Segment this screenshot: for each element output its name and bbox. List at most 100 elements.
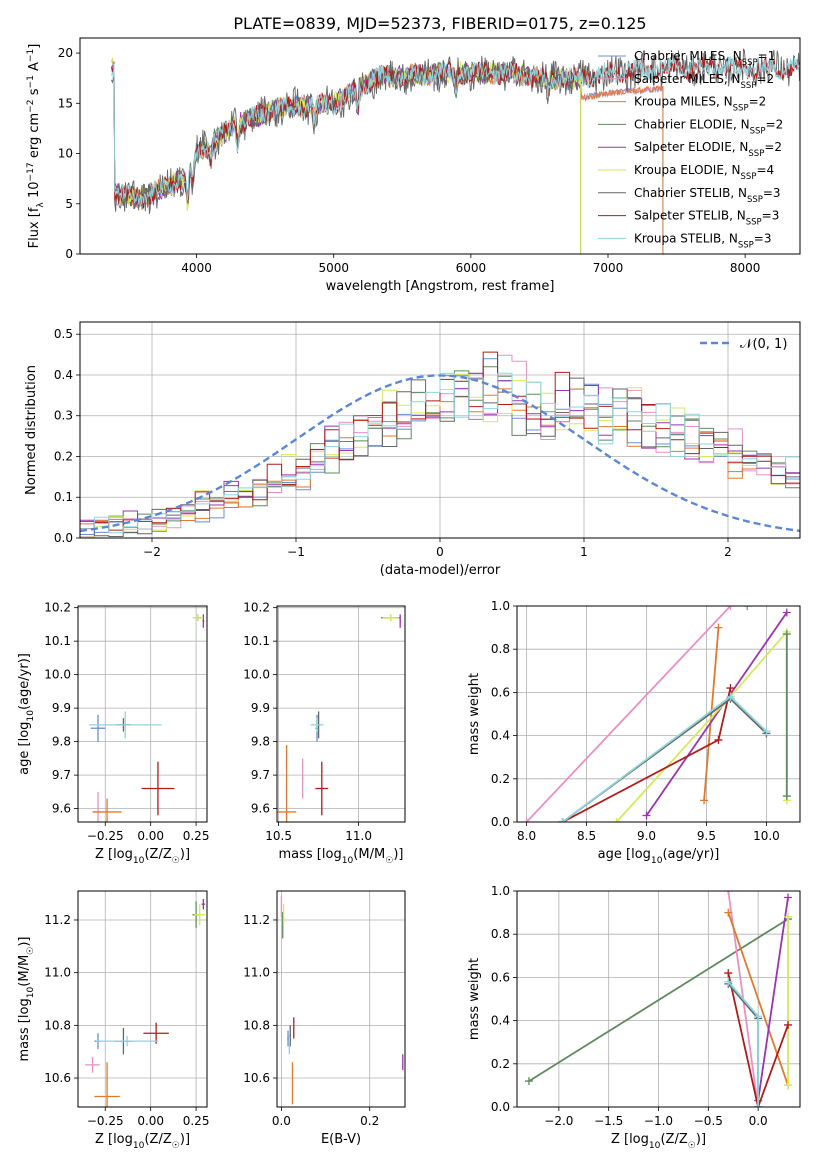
label-part: ]: [27, 44, 42, 49]
legend-text: Chabrier STELIB, N: [634, 186, 747, 200]
y-tick-label: 0.2: [491, 772, 510, 786]
weight-marker-kroupa_stelib: [724, 977, 733, 986]
y-tick-label: 0.5: [54, 327, 73, 341]
legend-sub: SSP: [741, 172, 757, 182]
label-part: age [: [598, 847, 631, 862]
errorbar-kroupa_stelib: [288, 1038, 291, 1055]
y-tick-label: 11.2: [243, 913, 270, 927]
legend-label-salpeter_miles: Salpeter MILES, NSSP=2: [634, 72, 774, 91]
weight-line-salpeter_stelib: [727, 972, 789, 1107]
legend-text: Kroupa ELODIE, N: [634, 163, 741, 177]
x-tick-label: 7000: [593, 261, 624, 275]
y-tick-label: 11.0: [44, 966, 71, 980]
weight-line-kroupa_stelib: [562, 695, 768, 822]
x-tick-label: 0.0: [272, 1114, 291, 1128]
y-tick-label: 9.6: [52, 802, 71, 816]
histogram-salpeter_elodie: [80, 372, 800, 523]
label-part: −17: [26, 162, 36, 181]
label-part: E(B-V): [321, 1132, 361, 1147]
label-part: (age/yr)]: [662, 847, 719, 862]
weight-line-salpeter_miles: [525, 606, 732, 822]
label-part: Z [: [611, 1132, 629, 1147]
normal-curve: [80, 374, 800, 533]
legend-sub: SSP: [741, 81, 757, 91]
y-tick-label: 10.6: [243, 1071, 270, 1085]
y-axis-label: mass [log10(M/M☉)]: [17, 937, 36, 1062]
axes-frame: [77, 890, 208, 1108]
legend-text: Chabrier ELODIE, N: [634, 117, 750, 131]
plot-area-weight_vs_Z: [524, 891, 793, 1107]
label-sub: 10: [26, 986, 36, 998]
y-tick-label: 10.0: [44, 668, 71, 682]
x-tick-label: −0.25: [87, 1114, 124, 1128]
label-part: log: [17, 998, 32, 1018]
legend-text: Salpeter ELODIE, N: [634, 140, 748, 154]
weight-marker-salpeter_elodie: [782, 608, 791, 617]
label-part: mass [: [17, 1018, 32, 1061]
errorbar-kroupa_miles: [94, 1062, 120, 1107]
errorbar-salpeter_stelib: [141, 761, 175, 816]
label-part: )]: [180, 847, 190, 862]
x-tick-label: −2: [143, 545, 161, 559]
label-part: (Z/Z: [144, 847, 171, 862]
y-tick-label: 10.8: [243, 1018, 270, 1032]
label-part: Flux [f: [27, 207, 42, 248]
label-part: ☉: [26, 947, 36, 955]
errorbar-kroupa_stelib: [310, 718, 324, 732]
y-tick-label: 9.8: [251, 735, 270, 749]
legend-label-salpeter_elodie: Salpeter ELODIE, NSSP=2: [634, 140, 782, 159]
axes-frame: [276, 890, 406, 1108]
legend-sub: SSP: [747, 195, 763, 205]
label-part: mass [: [279, 847, 322, 862]
weight-marker-salpeter_miles: [726, 606, 735, 610]
label-part: mass weight: [467, 958, 482, 1040]
label-sub: 10: [342, 856, 354, 866]
legend-text: =4: [756, 163, 774, 177]
x-axis-label: Z [log10(Z/Z☉)]: [95, 847, 190, 866]
legend-text: Salpeter STELIB, N: [634, 209, 746, 223]
errorbar-salpeter_miles: [301, 758, 304, 799]
x-tick-label: 8.5: [577, 829, 596, 843]
frame-age_vs_mass: 10.5 11.0 9.6 9.7 9.8 9.9 10.0 10.1 10.2 mass [lo…: [243, 601, 406, 866]
x-tick-label: 4000: [181, 261, 212, 275]
axes-frame: [77, 605, 208, 823]
x-tick-label: 2: [724, 545, 732, 559]
label-part: )]: [17, 937, 32, 947]
legend-label-salpeter_stelib: Salpeter STELIB, NSSP=3: [634, 209, 779, 228]
legend-sub: SSP: [746, 218, 762, 228]
weight-marker-chabrier_miles: [743, 606, 752, 610]
weight-marker-salpeter_miles: [724, 891, 733, 895]
y-tick-label: 10.6: [44, 1071, 71, 1085]
y-axis-label: mass weight: [467, 958, 482, 1040]
plot-area-residuals: [80, 351, 800, 538]
weight-marker-chabrier_elodie: [524, 1077, 533, 1086]
x-axis-label: E(B-V): [321, 1132, 361, 1147]
y-tick-label: 9.8: [52, 735, 71, 749]
plot-area-weight_vs_age: [522, 606, 791, 822]
spectrum-line-chabrier_elodie: [111, 61, 582, 254]
label-part: (M/M: [353, 847, 385, 862]
weight-marker-kroupa_stelib: [762, 727, 771, 736]
weight-line-chabrier_elodie: [528, 918, 789, 1082]
y-tick-label: 11.0: [243, 966, 270, 980]
weight-marker-kroupa_elodie: [784, 1081, 793, 1090]
y-tick-label: 15: [58, 96, 73, 110]
axes-frame: [516, 605, 801, 823]
x-tick-label: 0.25: [183, 1114, 210, 1128]
weight-marker-salpeter_stelib: [784, 1020, 793, 1029]
spectrum-line-kroupa_elodie: [111, 57, 582, 254]
label-part: wavelength [Angstrom, rest frame]: [326, 279, 555, 294]
plot-area-spectrum: [111, 48, 800, 254]
y-axis-label: Flux [fλ 10−17 erg cm−2 s−1 A−1]: [26, 44, 46, 249]
y-tick-label: 9.9: [251, 701, 270, 715]
plot-area-age_vs_Z: [88, 614, 205, 822]
weight-marker-kroupa_stelib: [754, 1103, 763, 1107]
y-tick-label: 1.0: [491, 884, 510, 898]
y-tick-label: 10.8: [44, 1018, 71, 1032]
x-tick-label: 0: [436, 545, 444, 559]
legend-text: =3: [754, 231, 772, 245]
x-axis-label: Z [log10(Z/Z☉)]: [95, 1132, 190, 1151]
y-axis-label: Normed distribution: [24, 365, 39, 495]
legend-text: Kroupa MILES, N: [634, 95, 733, 109]
